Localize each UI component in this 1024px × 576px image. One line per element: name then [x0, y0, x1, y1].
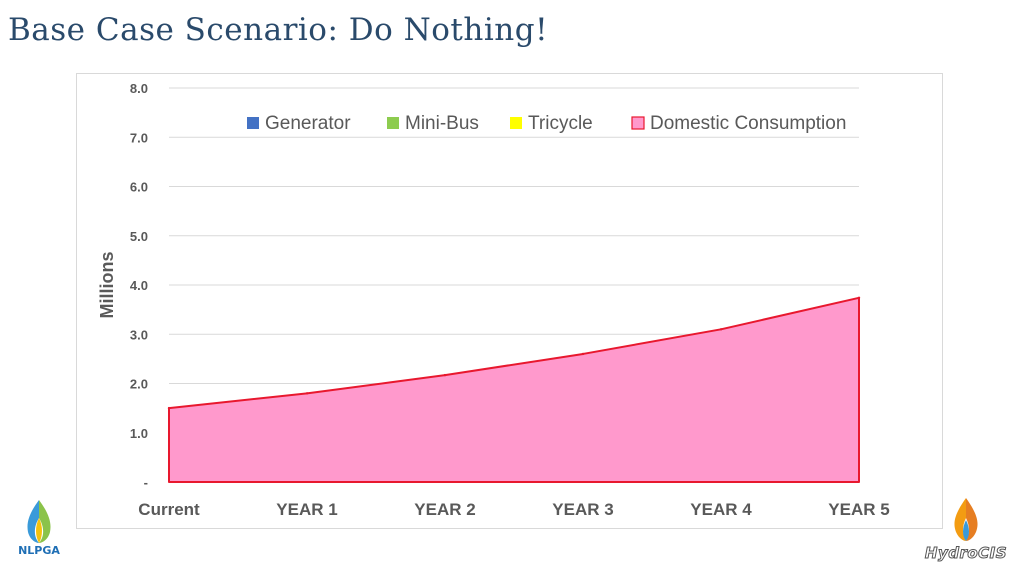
y-tick-label: 3.0	[130, 327, 148, 342]
legend-swatch	[247, 117, 259, 129]
hydrocis-logo: HydroCIS	[912, 496, 1020, 572]
area-chart: - 1.0 2.0 3.0 4.0 5.0 6.0 7.0 8.0 Millions Current…	[97, 81, 890, 519]
x-tick-label: YEAR 4	[690, 500, 752, 519]
chart-frame: - 1.0 2.0 3.0 4.0 5.0 6.0 7.0 8.0 Millions Current…	[76, 73, 943, 529]
y-tick-label: 1.0	[130, 426, 148, 441]
x-tick-label: YEAR 2	[414, 500, 475, 519]
x-tick-label: YEAR 1	[276, 500, 337, 519]
legend-label: Domestic Consumption	[650, 113, 846, 134]
area-series-domestic-consumption	[168, 296, 860, 483]
data-point	[719, 328, 723, 331]
legend-label: Generator	[265, 113, 351, 134]
x-tick-label: YEAR 5	[828, 500, 889, 519]
data-point	[581, 352, 585, 356]
legend-swatch	[631, 116, 645, 130]
y-tick-label: 7.0	[130, 130, 148, 145]
legend-label: Tricycle	[528, 113, 593, 134]
y-tick-label: 4.0	[130, 278, 148, 293]
nlpga-logo: NLPGA	[6, 496, 72, 570]
y-tick-label: 8.0	[130, 81, 148, 96]
flame-drop-icon	[27, 500, 51, 543]
x-tick-label: YEAR 3	[552, 500, 613, 519]
y-tick-label: 2.0	[130, 377, 148, 392]
nlpga-logo-text: NLPGA	[18, 544, 60, 557]
data-point	[305, 392, 309, 395]
legend-label: Mini-Bus	[405, 113, 479, 134]
legend-swatch	[387, 117, 399, 129]
data-point	[167, 406, 171, 410]
slide-title: Base Case Scenario: Do Nothing!	[8, 12, 549, 48]
y-tick-label: 5.0	[130, 229, 148, 244]
y-tick-label: -	[144, 475, 148, 490]
hydrocis-logo-text: HydroCIS	[924, 544, 1008, 563]
flame-icon	[954, 498, 978, 541]
y-tick-label: 6.0	[130, 180, 148, 195]
data-point	[857, 296, 861, 300]
data-point	[443, 373, 447, 377]
legend-swatch	[510, 117, 522, 129]
x-tick-label: Current	[138, 500, 200, 519]
y-axis-title: Millions	[97, 252, 117, 319]
